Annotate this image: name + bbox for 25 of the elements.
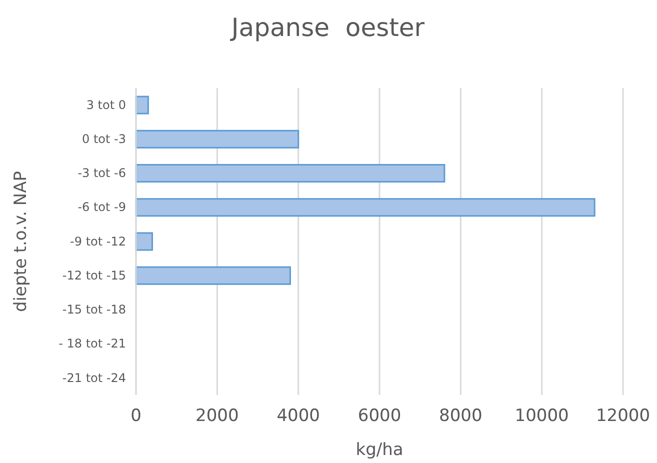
y-tick-label: -9 tot -12: [70, 234, 126, 248]
y-axis-title: diepte t.o.v. NAP: [11, 170, 31, 312]
bar: [135, 266, 291, 285]
y-tick-label: - 18 tot -21: [58, 336, 126, 351]
chart-title: Japanse oester: [229, 13, 426, 42]
bar: [135, 130, 300, 148]
y-tick-label: -3 tot -6: [78, 166, 126, 180]
x-tick-label: 8000: [439, 406, 482, 426]
x-tick-label: 10000: [514, 406, 569, 426]
bar: [135, 164, 446, 183]
bar: [135, 96, 149, 114]
x-tick-label: 4000: [276, 406, 320, 426]
x-axis-title: kg/ha: [356, 440, 404, 460]
y-tick-label: -6 tot -9: [78, 200, 126, 214]
bar: [135, 198, 596, 217]
x-tick-label: 6000: [358, 406, 402, 426]
x-tick-label: 2000: [196, 406, 239, 426]
y-tick-label: -15 tot -18: [62, 302, 126, 317]
x-tick-label: 12000: [596, 406, 650, 426]
y-tick-label: 0 tot -3: [82, 132, 126, 146]
bar: [135, 232, 153, 251]
x-tick-label: 0: [130, 406, 142, 426]
y-tick-label: 3 tot 0: [86, 98, 126, 112]
y-tick-label: -12 tot -15: [62, 268, 126, 282]
y-tick-label: -21 tot -24: [62, 370, 126, 385]
